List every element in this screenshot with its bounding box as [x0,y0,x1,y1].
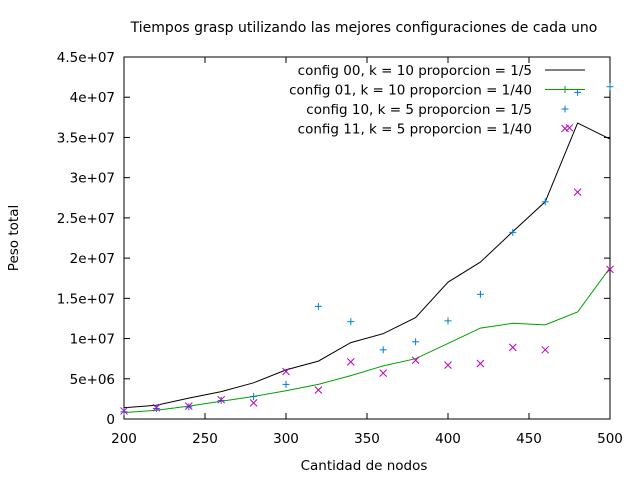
data-point-2 [120,408,128,416]
data-point-3 [541,345,550,354]
x-tick-label: 500 [597,431,623,447]
data-point-3 [379,369,388,378]
data-point-2 [152,405,160,413]
data-point-2 [347,318,355,326]
data-point-3 [606,265,614,274]
data-point-3 [184,402,193,410]
series-layer [120,83,614,416]
legend-swatch [561,124,569,133]
legend-swatch-marker [561,86,569,93]
y-tick-label: 3e+07 [70,171,115,187]
data-point-2 [250,392,258,400]
data-point-3 [346,358,355,366]
data-point-3 [411,356,420,365]
y-axis-label: Peso total [6,205,22,271]
x-tick-label: 400 [435,431,461,447]
legend: config 00, k = 10 proporcion = 1/5 config… [289,63,585,138]
data-point-2 [314,302,322,310]
chart-title: Tiempos grasp utilizando las mejores con… [130,20,598,36]
data-point-3 [217,395,226,404]
legend-label: config 10, k = 5 proporcion = 1/5 [306,102,532,118]
legend-label: config 01, k = 10 proporcion = 1/40 [289,83,532,99]
axes: 200 250 300 350 400 450 500 0 5e+06 1e+07 1.5e+07 2… [57,50,623,447]
y-tick-label: 1.5e+07 [57,291,115,307]
data-point-3 [508,343,517,352]
series-line-1 [123,267,611,414]
y-tick-label: 5e+06 [70,372,115,388]
data-point-2 [574,88,582,96]
y-tick-label: 4.5e+07 [57,50,115,66]
legend-swatch [561,105,569,113]
data-point-2 [444,317,452,325]
data-point-2 [217,396,225,404]
x-axis-label: Cantidad de nodos [301,458,428,474]
y-tick-label: 4e+07 [70,90,115,106]
data-point-3 [152,403,161,412]
x-tick-label: 200 [111,431,137,447]
data-point-2 [509,228,517,236]
data-point-3 [444,361,452,369]
series-line-0 [123,122,611,409]
data-point-3 [120,407,128,415]
data-point-3 [249,399,258,407]
data-point-2 [606,83,614,91]
data-point-3 [314,386,323,394]
x-tick-label: 450 [516,431,542,447]
y-tick-label: 1e+07 [70,332,115,348]
y-tick-label: 3.5e+07 [57,130,115,146]
x-tick-label: 250 [192,431,218,447]
y-tick-label: 2e+07 [70,251,115,267]
data-point-3 [573,188,582,197]
data-point-2 [379,346,387,354]
y-tick-label: 0 [106,412,115,428]
data-point-2 [282,380,290,388]
x-tick-label: 300 [273,431,299,447]
data-point-3 [282,367,290,376]
x-tick-label: 350 [354,431,380,447]
legend-label: config 00, k = 10 proporcion = 1/5 [298,63,532,79]
data-point-2 [541,198,549,206]
data-point-2 [412,338,420,346]
data-point-2 [185,403,193,411]
legend-label: config 11, k = 5 proporcion = 1/40 [298,122,532,138]
data-point-2 [476,290,484,298]
data-point-3 [476,359,485,368]
y-tick-label: 2.5e+07 [57,211,115,227]
